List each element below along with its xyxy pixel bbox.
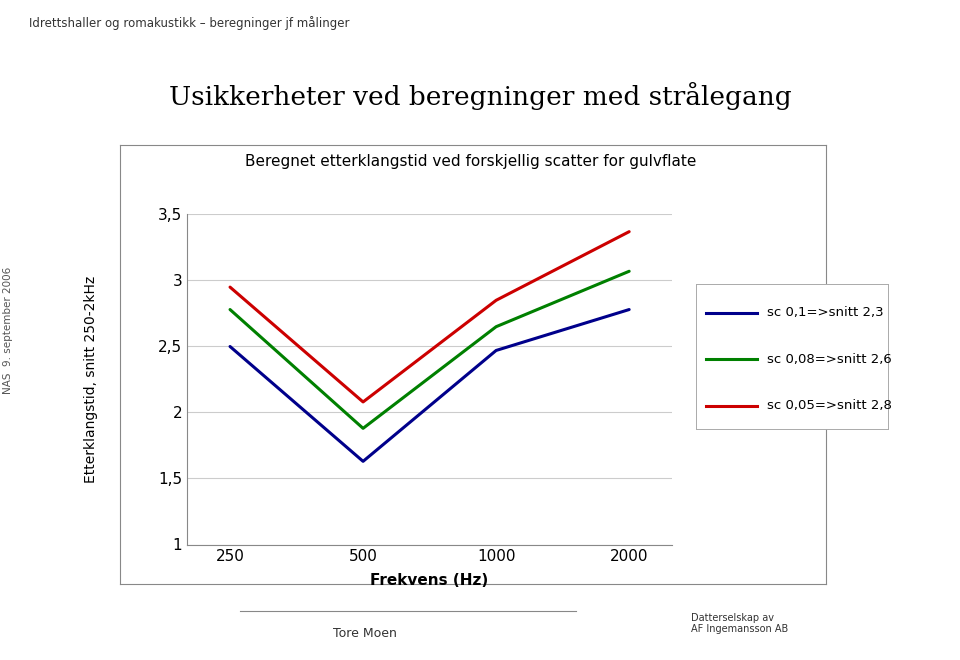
Text: Idrettshaller og romakustikk – beregninger jf målinger: Idrettshaller og romakustikk – beregning… (29, 16, 349, 30)
Text: sc 0,08=>snitt 2,6: sc 0,08=>snitt 2,6 (767, 353, 892, 366)
Text: sc 0,05=>snitt 2,8: sc 0,05=>snitt 2,8 (767, 399, 892, 412)
Text: Tore Moen: Tore Moen (333, 627, 396, 640)
Text: sc 0,1=>snitt 2,3: sc 0,1=>snitt 2,3 (767, 306, 883, 319)
Text: Beregnet etterklangstid ved forskjellig scatter for gulvflate: Beregnet etterklangstid ved forskjellig … (245, 154, 696, 169)
Text: NAS  9. september 2006: NAS 9. september 2006 (3, 267, 12, 393)
Text: Etterklangstid, snitt 250-2kHz: Etterklangstid, snitt 250-2kHz (84, 276, 98, 483)
X-axis label: Frekvens (Hz): Frekvens (Hz) (371, 573, 489, 587)
Text: Usikkerheter ved beregninger med strålegang: Usikkerheter ved beregninger med stråleg… (169, 82, 791, 110)
Text: Datterselskap av
AF Ingemansson AB: Datterselskap av AF Ingemansson AB (691, 613, 788, 634)
